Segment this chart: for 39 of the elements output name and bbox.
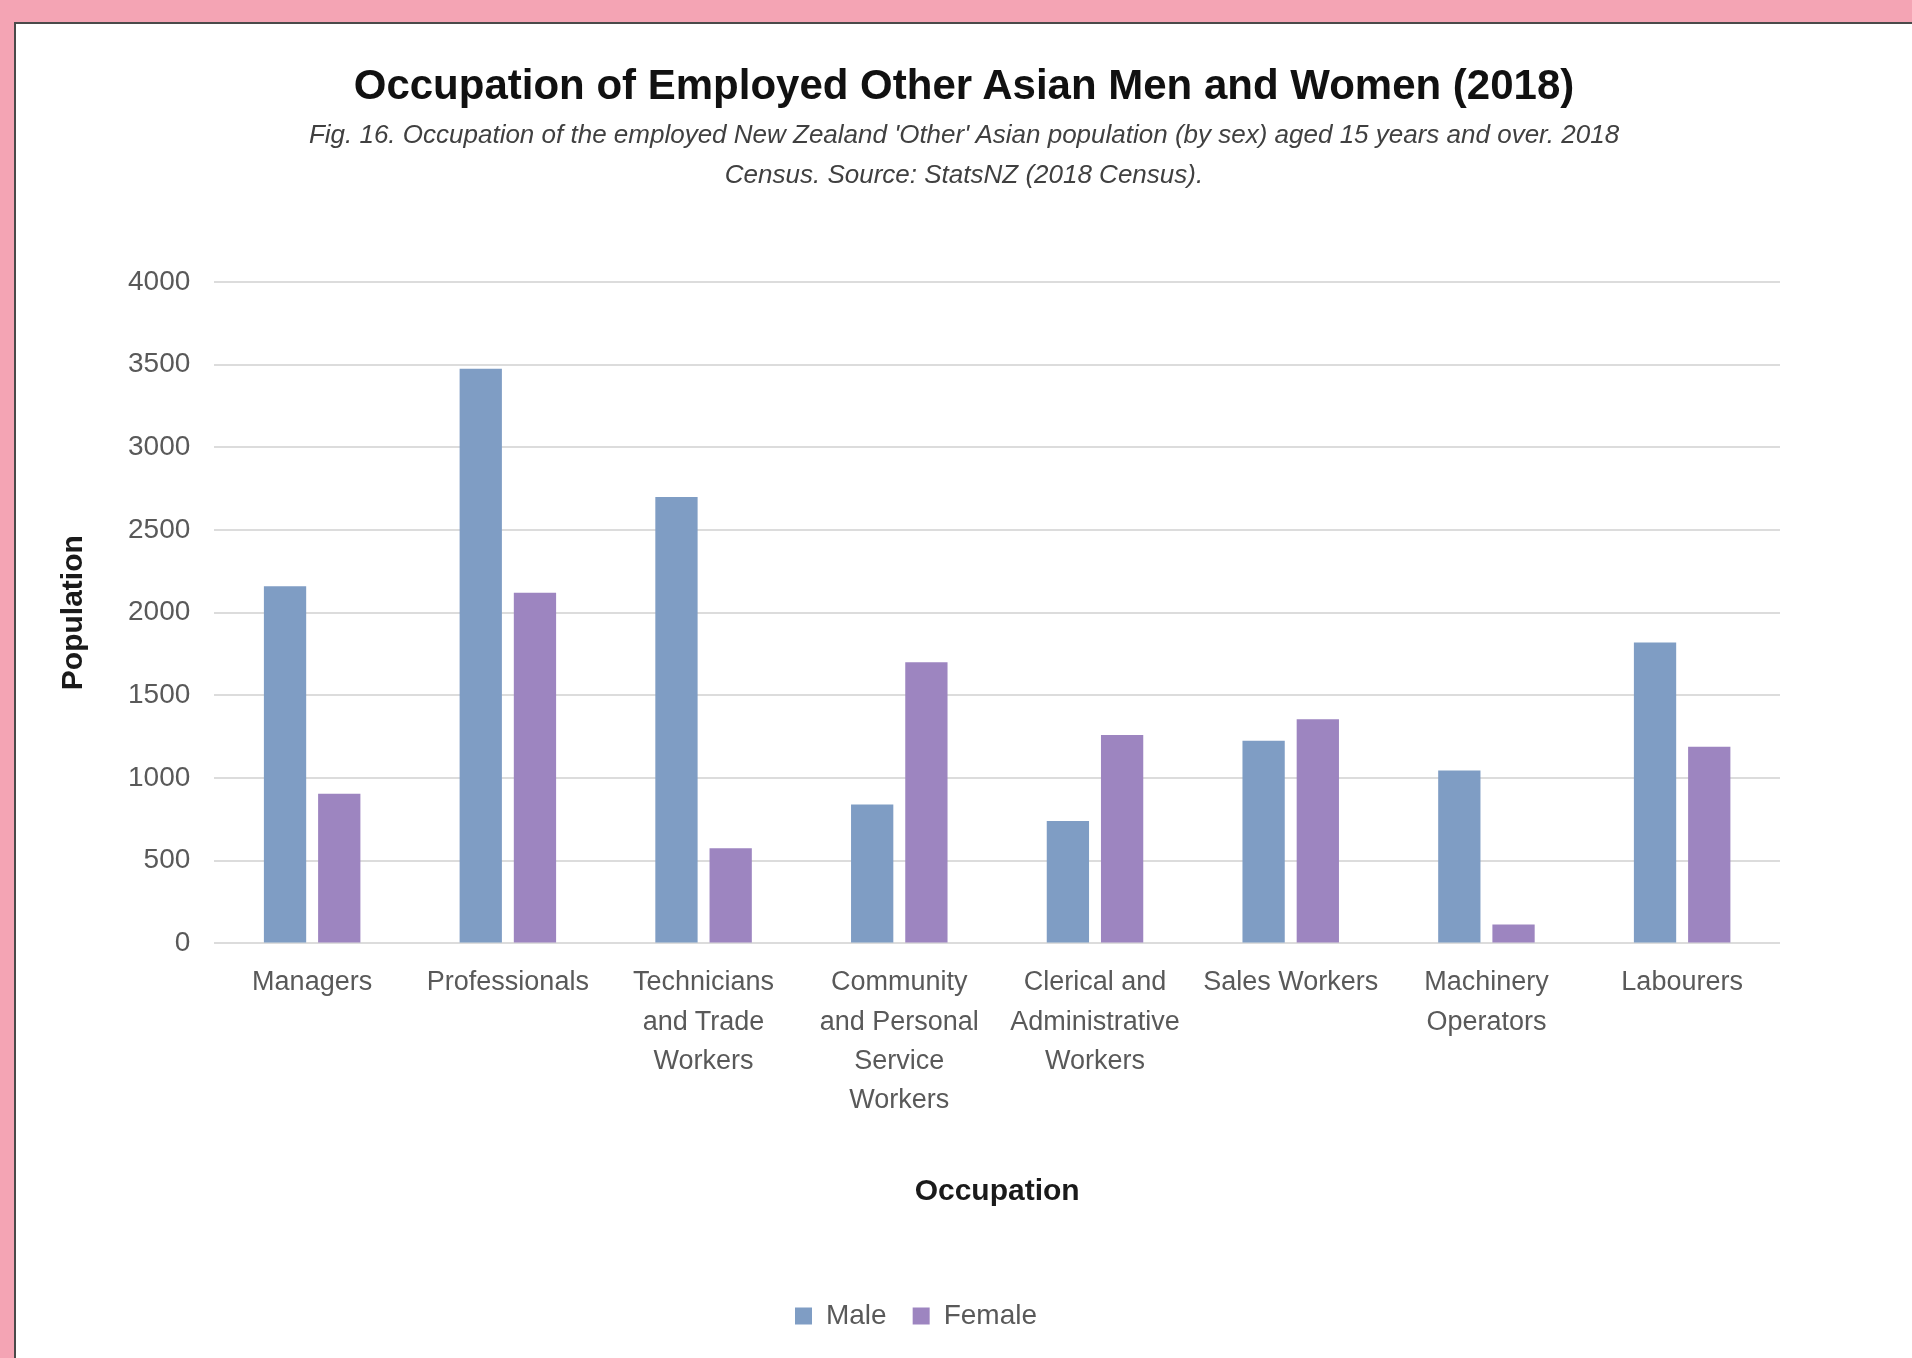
bar xyxy=(851,804,894,943)
bar xyxy=(1046,821,1090,943)
y-tick-label: 0 xyxy=(174,926,191,958)
legend-label: Male xyxy=(825,1298,887,1330)
y-tick-label: 3000 xyxy=(127,430,191,462)
bar xyxy=(905,662,948,943)
bar xyxy=(1242,740,1285,943)
y-axis-title: Population xyxy=(55,535,89,691)
y-tick-label: 1500 xyxy=(127,678,191,710)
y-tick-label: 2000 xyxy=(127,595,191,627)
x-tick-label: Managers xyxy=(252,966,373,997)
y-tick-label: 1000 xyxy=(127,760,191,792)
bar xyxy=(655,496,698,943)
x-tick-label: Sales Workers xyxy=(1203,966,1379,997)
y-tick-label: 500 xyxy=(143,843,191,875)
bar xyxy=(1100,735,1144,943)
bar xyxy=(513,592,557,943)
bar xyxy=(318,793,361,943)
x-tick-label: Machinery Operators xyxy=(1424,966,1550,1036)
x-tick-label: Technicians and Trade Workers xyxy=(633,966,775,1075)
bar xyxy=(263,586,307,943)
bar xyxy=(1438,770,1481,943)
x-tick-label: Labourers xyxy=(1621,966,1743,997)
chart-title: Occupation of Employed Other Asian Men and Women (2018) xyxy=(352,60,1576,110)
y-tick-label: 4000 xyxy=(127,264,191,296)
bar xyxy=(459,368,502,943)
bar xyxy=(1688,746,1731,943)
chart-subtitle: Fig. 16. Occupation of the employed New Zealand 'Other' Asian population (by sex) aged 15 years and over. 2018 Census. Source: StatsNZ (2018 Census). xyxy=(307,118,1621,191)
y-tick-label: 3500 xyxy=(127,347,191,379)
x-tick-label: Professionals xyxy=(426,966,589,997)
bar xyxy=(1296,719,1339,943)
legend-label: Female xyxy=(943,1298,1038,1330)
bar xyxy=(1633,642,1677,943)
bar xyxy=(709,848,752,943)
bar xyxy=(1492,924,1535,943)
y-tick-label: 2500 xyxy=(127,512,191,544)
x-tick-label: Community and Personal Service Workers xyxy=(819,966,979,1114)
x-axis-title: Occupation xyxy=(914,1173,1080,1207)
x-tick-label: Clerical and Administrative Workers xyxy=(1010,966,1180,1075)
